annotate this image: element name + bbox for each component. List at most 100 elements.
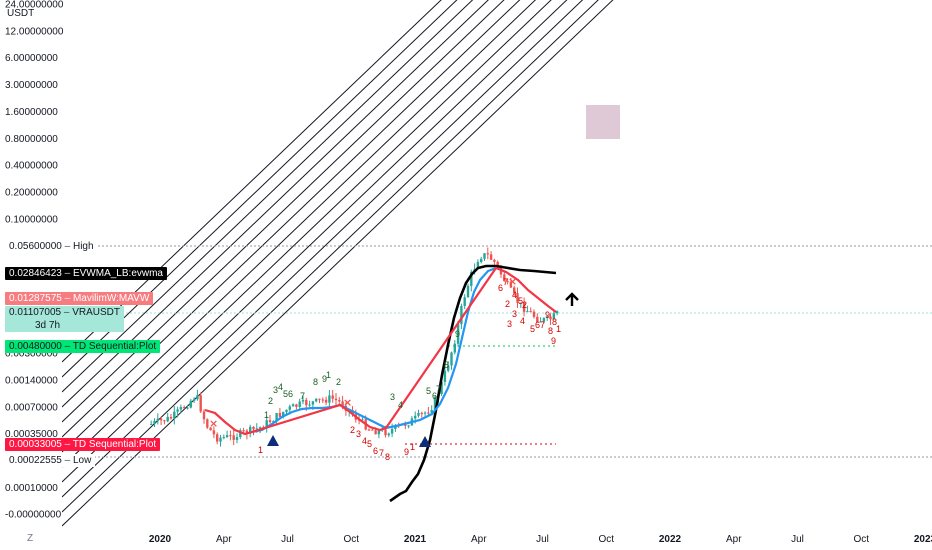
candle-body	[315, 398, 318, 402]
candle-body	[367, 429, 371, 431]
td-count-label: 8	[385, 452, 390, 462]
candle-body	[513, 287, 516, 294]
td-count-label: 8	[444, 360, 449, 370]
candle-body	[258, 427, 262, 429]
td-count-label: 4	[362, 436, 367, 446]
candle-body	[546, 316, 549, 318]
x-tick-label: Apr	[471, 534, 487, 545]
x-tick-label: Apr	[726, 534, 742, 545]
candle-body	[361, 419, 364, 421]
price-label-name: TD Sequential:Plot	[72, 438, 157, 450]
candle-body	[407, 425, 410, 427]
y-tick-label: 0.00035000	[5, 429, 58, 440]
candle-body	[189, 400, 192, 408]
candle-body	[334, 398, 338, 401]
mavw-down-line	[204, 266, 557, 436]
candle-body	[295, 404, 298, 407]
y-tick-label: 6.00000000	[5, 53, 58, 64]
price-label-value: 0.01287575	[9, 292, 62, 304]
x-tick-label: 2020	[149, 534, 172, 545]
candle-body	[199, 395, 202, 412]
td-count-label: 2	[350, 425, 355, 435]
y-tick-label: 0.80000000	[5, 134, 58, 145]
buy-signal-triangle-2	[419, 436, 431, 447]
timezone-button[interactable]: Z	[27, 533, 34, 544]
x-tick-label: Oct	[598, 534, 614, 545]
fan-line	[62, 0, 489, 408]
td-count-label: 3	[273, 385, 278, 395]
price-label-value: 0.00033005	[9, 438, 62, 450]
svg-text:×: ×	[508, 275, 517, 288]
candle-body	[305, 399, 308, 406]
fan-line	[62, 0, 568, 483]
y-tick-label: 12.00000000	[5, 26, 64, 37]
td-count-label: 4	[512, 290, 517, 300]
td-count-label: 5	[426, 386, 431, 396]
candle-body	[526, 311, 529, 313]
price-label-separator: –	[61, 340, 73, 352]
candle-body	[447, 365, 450, 371]
fan-line	[62, 0, 599, 513]
candle-body	[222, 437, 225, 439]
td-count-label: 9	[404, 447, 409, 457]
candle-body	[539, 321, 542, 323]
price-label-countdown: 3d 7h	[35, 319, 61, 331]
y-tick-label: -0.00000000	[5, 510, 62, 521]
candle-body	[509, 281, 513, 288]
candle-body	[404, 424, 407, 426]
td-count-label: 6	[498, 283, 503, 293]
price-label-separator: –	[61, 306, 73, 318]
candle-body	[483, 253, 486, 259]
td-count-label: 1	[410, 442, 415, 452]
candle-body	[196, 395, 199, 400]
candle-body	[166, 416, 169, 422]
price-label-separator: –	[61, 292, 73, 304]
candle-body	[328, 395, 331, 403]
candle-body	[390, 428, 394, 434]
td-count-label: 1	[258, 445, 263, 455]
price-label-value: 0.05600000	[9, 240, 62, 252]
candle-body	[225, 435, 229, 438]
y-tick-label: 1.60000000	[5, 107, 58, 118]
td-count-label: 3	[512, 309, 517, 319]
td-count-label: 9	[551, 336, 556, 346]
candle-body	[150, 423, 153, 425]
td-count-label: 7	[503, 277, 508, 287]
candle-body	[496, 261, 499, 267]
td-count-label: 1	[556, 324, 561, 334]
candle-body	[423, 412, 427, 414]
candle-body	[489, 254, 493, 260]
x-tick-label: 2023	[914, 534, 932, 545]
time-axis[interactable]: 2020 Apr Jul Oct 2021 Apr Jul Oct 2022 Apr Jul Oct 2…	[149, 534, 932, 545]
fan-line	[62, 0, 584, 498]
td-count-label: 8	[313, 377, 318, 387]
candle-body	[272, 421, 275, 423]
candle-body	[229, 435, 232, 437]
td-count-label: 2	[336, 377, 341, 387]
fan-lines	[62, 0, 614, 527]
y-tick-label: 0.40000000	[5, 161, 58, 172]
x-tick-label: Oct	[343, 534, 359, 545]
candle-body	[311, 401, 315, 405]
price-label-tag: 0.05600000 – High	[5, 239, 98, 253]
td-count-label: 4	[520, 316, 525, 326]
candle-body	[268, 420, 272, 423]
td-count-label: 6	[288, 389, 293, 399]
y-tick-label: 0.20000000	[5, 187, 58, 198]
candle-body	[387, 433, 390, 436]
candle-body	[202, 411, 206, 420]
price-label-tag: 0.01107005 – VRAUSDT 3d 7h	[5, 305, 125, 332]
candle-body	[285, 409, 288, 412]
candle-body	[153, 420, 156, 424]
price-label-tag: 0.00480000 – TD Sequential:Plot	[5, 339, 161, 353]
candle-body	[486, 253, 489, 255]
y-tick-label: 24.00000000	[5, 0, 64, 11]
price-label-tag: 0.00022555 – Low	[5, 453, 96, 467]
candle-body	[169, 416, 173, 419]
price-label-name: VRAUSDT	[72, 306, 121, 318]
td-count-label: 9	[545, 310, 550, 320]
highlight-box	[586, 105, 620, 139]
candle-body	[232, 435, 235, 440]
x-tick-label: 2022	[659, 534, 682, 545]
candle-body	[536, 316, 539, 323]
